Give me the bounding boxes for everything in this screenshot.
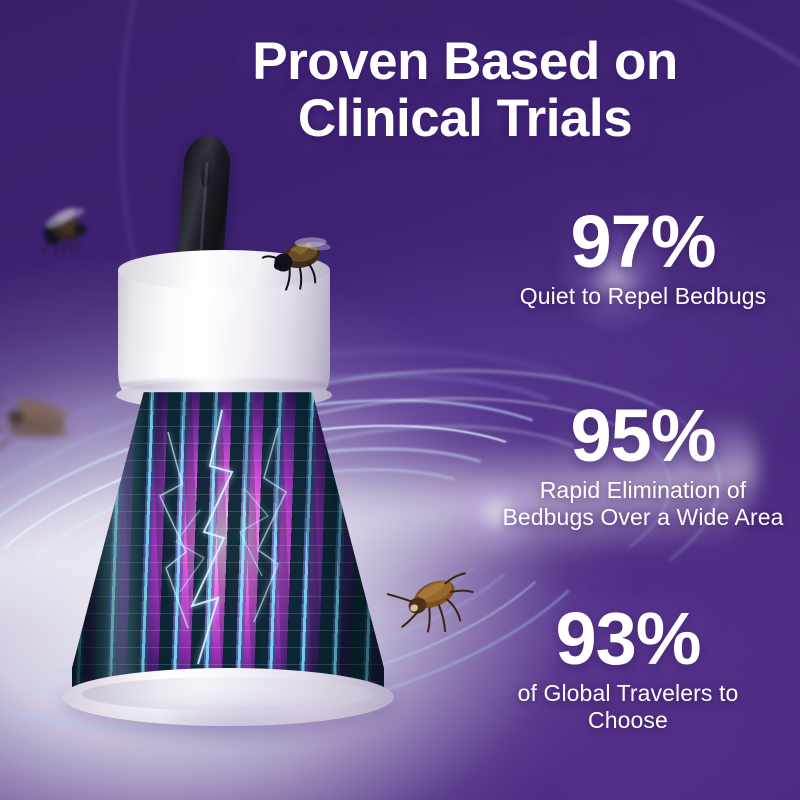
stat-block-3: 93% of Global Travelers to Choose: [478, 597, 778, 734]
insect-bee-on-rim: [252, 220, 347, 298]
stat-block-1: 97% Quiet to Repel Bedbugs: [493, 200, 793, 310]
stat-value-1: 97%: [570, 200, 716, 283]
insect-cockroach-right: [382, 548, 491, 648]
stat-description-1: Quiet to Repel Bedbugs: [519, 283, 767, 310]
page-title: Proven Based on Clinical Trials: [150, 32, 780, 148]
stat-value-2: 95%: [570, 394, 716, 477]
headline-line-1: Proven Based on: [252, 32, 678, 91]
product-image-bug-zapper: [40, 120, 430, 760]
stat-block-2: 95% Rapid Elimination of Bedbugs Over a …: [493, 394, 793, 531]
headline-line-2: Clinical Trials: [297, 88, 633, 148]
product-grid-cone: [72, 392, 384, 692]
stat-description-2: Rapid Elimination of Bedbugs Over a Wide…: [502, 477, 784, 530]
stat-value-3: 93%: [555, 597, 701, 680]
electric-spark-icon: [159, 409, 287, 665]
product-housing-seam: [118, 378, 330, 392]
product-shadow: [40, 692, 430, 758]
product-base-ring: [62, 668, 394, 726]
insect-moth-left-edge: [0, 367, 101, 470]
stat-description-3: of Global Travelers to Choose: [517, 680, 739, 733]
insect-fly-top-left: [22, 193, 104, 263]
